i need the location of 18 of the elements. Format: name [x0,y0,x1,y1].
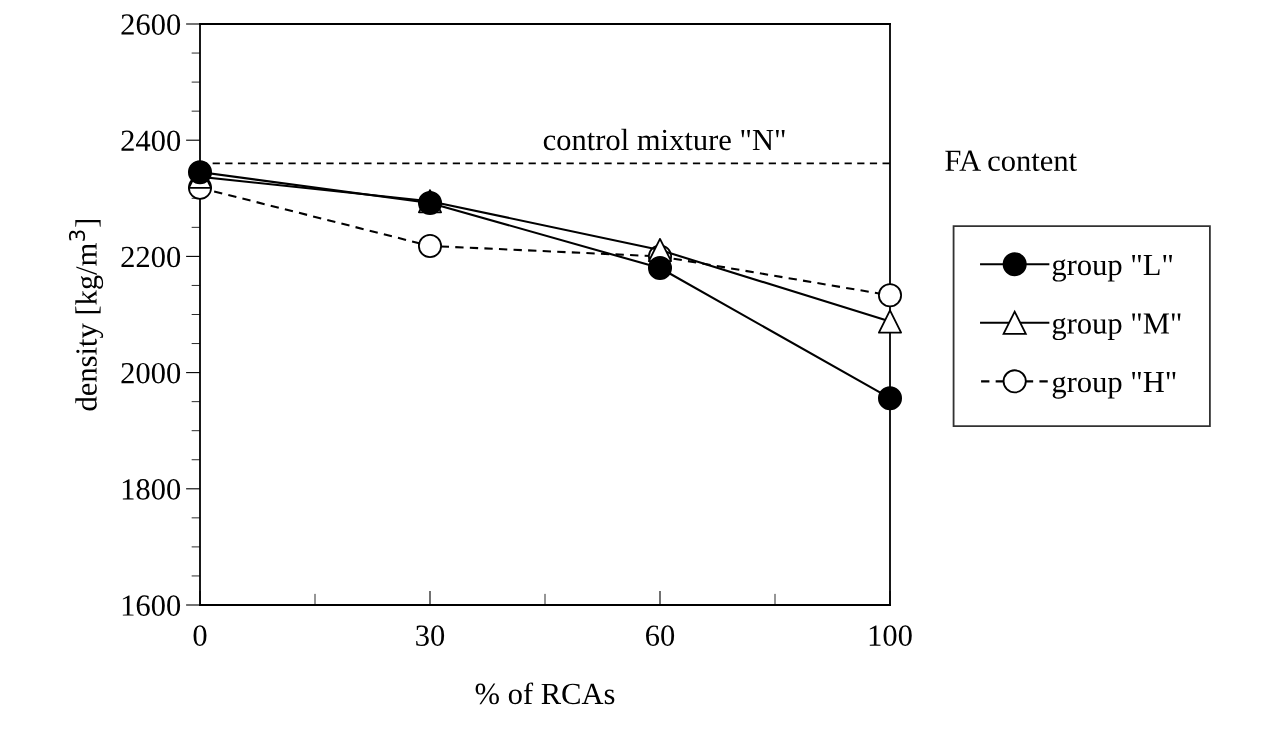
legend-label: group "L" [1052,254,1172,282]
x-tick-label: 0 [193,625,207,646]
x-tick-label: 60 [646,625,675,646]
y-axis-title: density [kg/m$^{3}$] [68,219,104,411]
legend-label: group "M" [1052,313,1181,341]
y-tick-label: 1600 [122,595,181,616]
y-tick-label: 1800 [122,479,181,500]
x-axis-title: % of RCAs [475,682,615,705]
legend-title: FA content [945,150,1077,172]
y-tick-label: 2400 [121,130,181,152]
y-tick-label: 2600 [121,14,181,35]
y-tick-label: 2000 [121,362,181,384]
legend-label: group "H" [1052,372,1176,399]
ref-line-label: control mixture "N" [543,128,785,151]
x-tick-label: 100 [869,625,912,646]
point [877,309,903,334]
x-tick-label: 30 [416,625,445,646]
y-tick-label: 2200 [121,246,181,268]
